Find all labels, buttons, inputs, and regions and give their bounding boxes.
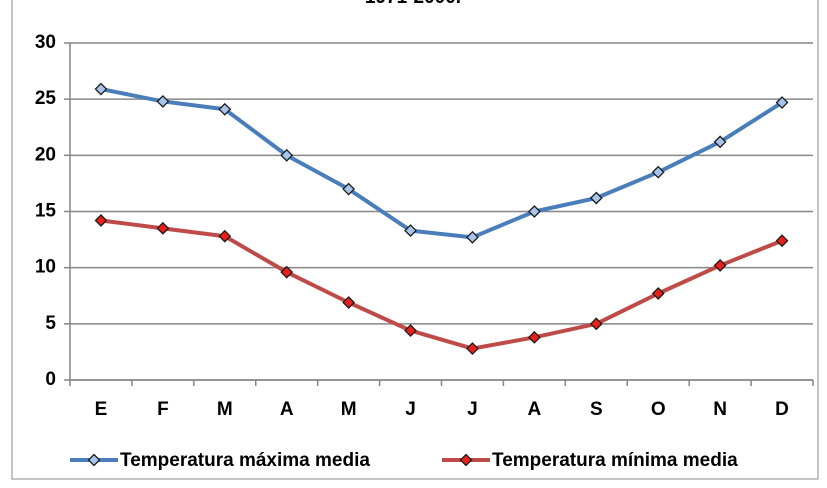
marker bbox=[775, 234, 789, 248]
x-tick-label: A bbox=[528, 399, 542, 420]
marker bbox=[280, 148, 294, 162]
x-tick-label: M bbox=[217, 399, 233, 420]
marker bbox=[713, 259, 727, 272]
legend-marker bbox=[87, 453, 101, 467]
y-tick-label: 0 bbox=[45, 369, 56, 390]
marker bbox=[527, 330, 541, 344]
marker bbox=[156, 94, 170, 108]
y-tick-label: 15 bbox=[35, 201, 57, 222]
x-tick-label: S bbox=[590, 399, 603, 420]
marker bbox=[342, 182, 356, 196]
x-tick-label: D bbox=[775, 399, 789, 420]
y-tick-label: 30 bbox=[35, 32, 56, 53]
marker bbox=[466, 230, 479, 244]
marker bbox=[466, 342, 479, 355]
legend-label: Temperatura mínima media bbox=[492, 450, 738, 471]
y-tick-label: 5 bbox=[45, 313, 56, 334]
marker bbox=[280, 265, 294, 279]
marker bbox=[651, 165, 665, 179]
y-tick-label: 25 bbox=[35, 88, 57, 109]
marker bbox=[94, 82, 108, 96]
x-tick-label: E bbox=[95, 399, 108, 420]
marker bbox=[589, 317, 603, 331]
x-tick-label: F bbox=[157, 399, 169, 420]
y-tick-label: 20 bbox=[35, 144, 56, 165]
marker bbox=[404, 324, 417, 337]
marker bbox=[156, 221, 170, 235]
marker bbox=[775, 96, 789, 109]
y-tick-label: 10 bbox=[35, 257, 56, 278]
x-tick-label: M bbox=[341, 399, 357, 420]
series-line bbox=[100, 87, 784, 240]
marker bbox=[218, 102, 232, 116]
marker bbox=[218, 229, 232, 243]
x-tick-label: J bbox=[405, 399, 416, 420]
marker bbox=[404, 224, 417, 238]
chart-title: 1971-2000. bbox=[365, 0, 461, 8]
marker bbox=[589, 191, 603, 205]
marker bbox=[527, 205, 541, 218]
marker bbox=[651, 287, 665, 300]
marker bbox=[342, 296, 356, 309]
marker bbox=[94, 214, 108, 227]
legend-label: Temperatura máxima media bbox=[120, 450, 370, 471]
legend-marker bbox=[459, 453, 473, 467]
x-tick-label: J bbox=[467, 399, 478, 420]
marker bbox=[713, 135, 727, 149]
x-tick-label: A bbox=[280, 399, 294, 420]
x-tick-label: O bbox=[651, 399, 666, 420]
series-line bbox=[100, 218, 783, 351]
x-tick-label: N bbox=[713, 399, 727, 420]
chart-border bbox=[11, 0, 819, 480]
